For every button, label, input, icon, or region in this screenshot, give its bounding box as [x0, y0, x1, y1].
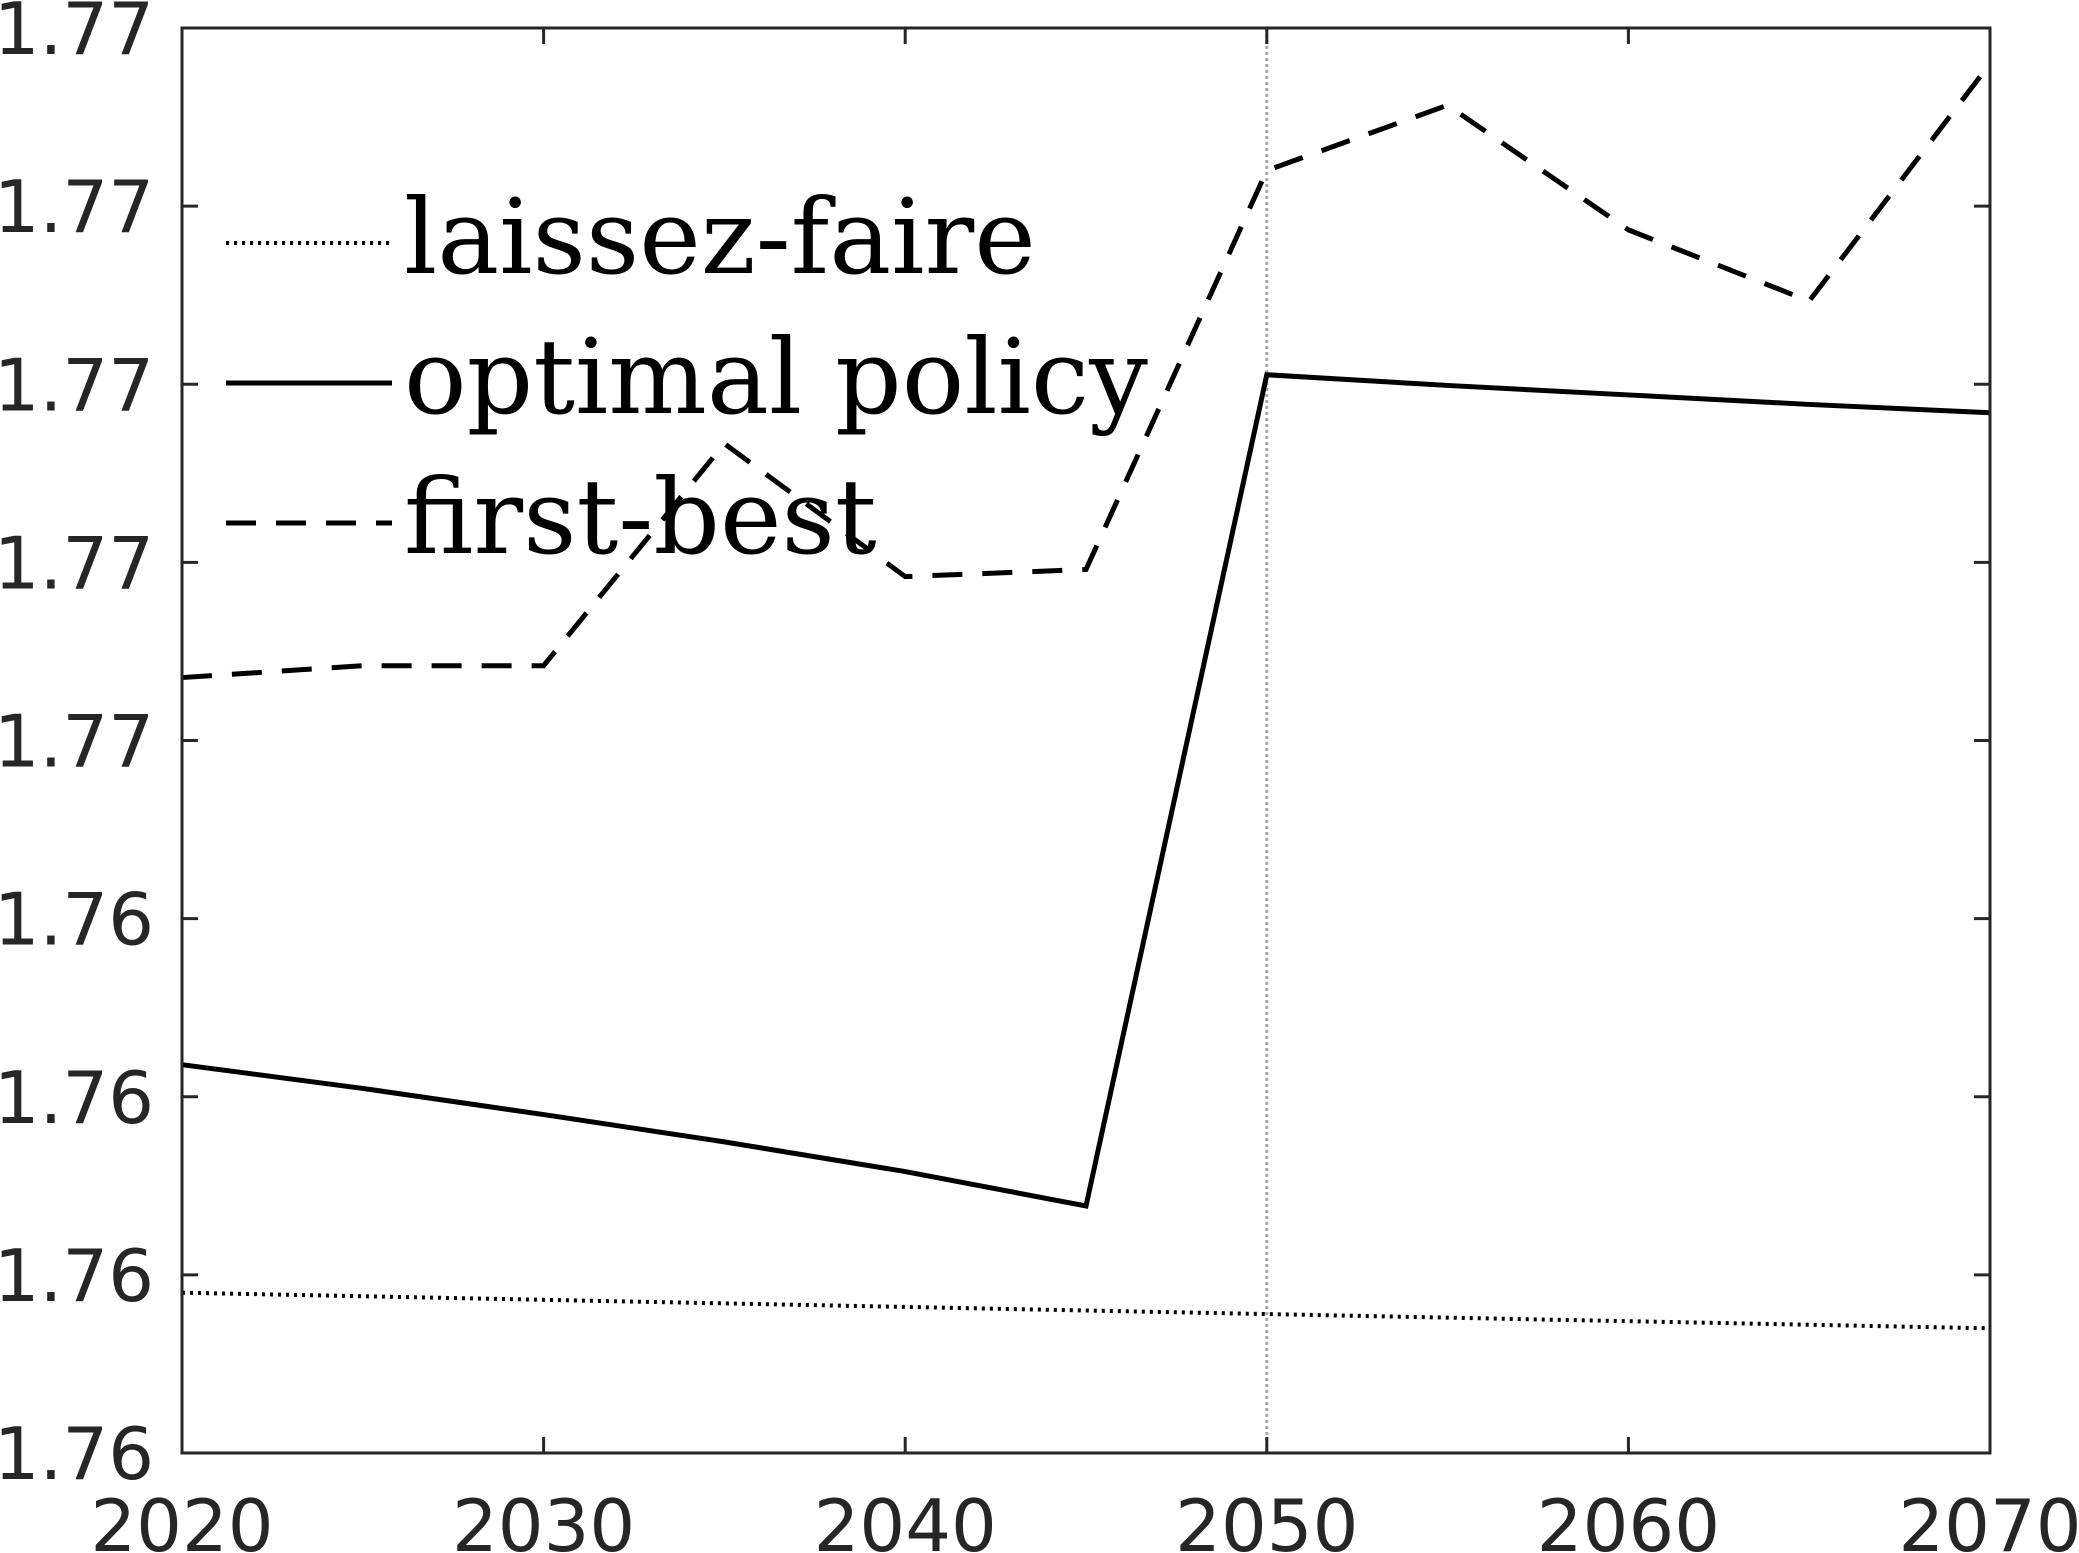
x-tick-label: 2060 [1537, 1484, 1720, 1553]
x-tick-label: 2040 [814, 1484, 997, 1553]
y-tick-label: 1.77 [0, 521, 154, 605]
x-tick-label: 2050 [1175, 1484, 1358, 1553]
y-tick-label: 1.77 [0, 0, 154, 71]
legend-label: optimal policy [404, 316, 1148, 438]
x-tick-label: 2020 [90, 1484, 273, 1553]
y-tick-label: 1.77 [0, 700, 154, 784]
y-tick-label: 1.77 [0, 165, 154, 249]
legend: laissez-faire optimal policy first-best [226, 176, 1148, 578]
y-tick-label: 1.76 [0, 1412, 154, 1496]
y-tick-label: 1.77 [0, 343, 154, 427]
series-line-optimal-policy [181, 372, 1991, 1209]
y-tick-label: 1.76 [0, 1056, 154, 1140]
legend-label: laissez-faire [404, 176, 1036, 298]
series-line-first-best [181, 62, 1992, 681]
x-tick-label: 2030 [452, 1484, 635, 1553]
y-tick-label: 1.76 [0, 1234, 154, 1318]
y-tick-label: 1.76 [0, 878, 154, 962]
x-tick-label: 2070 [1898, 1484, 2079, 1553]
legend-label: first-best [404, 456, 877, 578]
series-layer [181, 62, 1992, 1331]
series-line-laissez-faire [181, 1290, 1991, 1331]
